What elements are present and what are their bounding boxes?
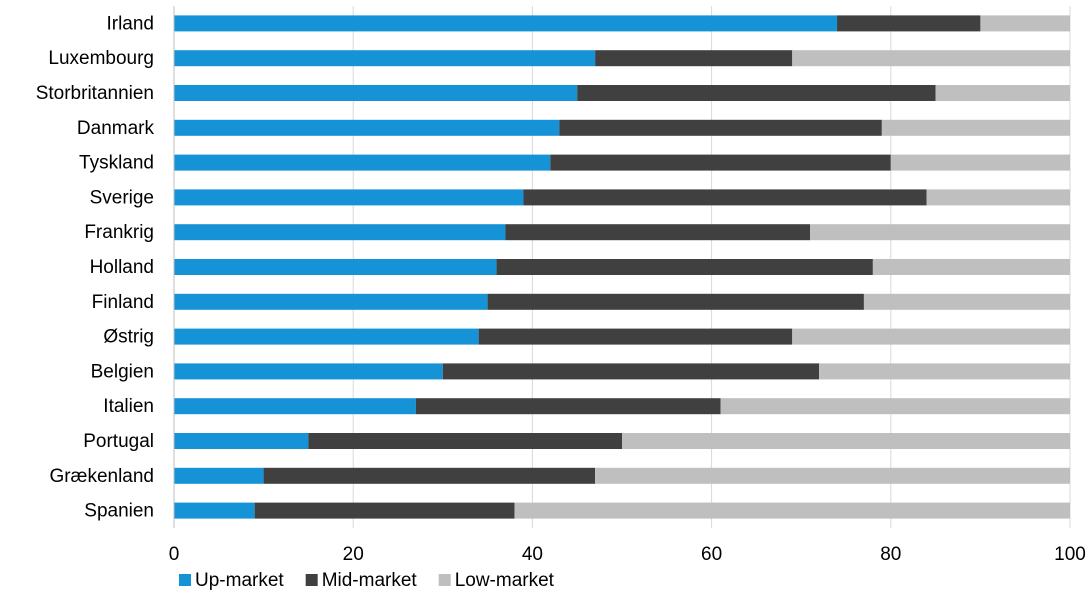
legend-swatch-Up-market [179, 574, 191, 586]
bar-Tyskland-Mid-market [550, 154, 891, 171]
bars [174, 15, 1070, 519]
bar-Luxembourg-Up-market [174, 50, 596, 67]
x-tick-label: 40 [522, 544, 543, 565]
legend: Up-market Mid-market Low-market [179, 570, 555, 591]
legend-label: Low-market [455, 570, 555, 591]
x-tick-label: 60 [701, 544, 722, 565]
category-label: Frankrig [84, 222, 154, 243]
legend-label: Up-market [195, 570, 284, 591]
bar-Belgien-Up-market [174, 363, 443, 380]
bar-Sverige-Up-market [174, 189, 524, 206]
bar-Belgien-Low-market [819, 363, 1070, 380]
bar-Østrig-Low-market [792, 328, 1070, 345]
legend-swatch-Mid-market [305, 574, 318, 586]
bar-Tyskland-Low-market [890, 154, 1070, 171]
bar-Italien-Up-market [174, 398, 416, 415]
category-label: Storbritannien [36, 83, 154, 104]
bar-Luxembourg-Mid-market [595, 50, 793, 67]
bar-Frankrig-Mid-market [505, 224, 811, 241]
bar-Holland-Low-market [872, 259, 1070, 275]
bar-Italien-Mid-market [415, 398, 721, 415]
bar-Grækenland-Low-market [595, 467, 1070, 484]
bar-Portugal-Up-market [174, 433, 309, 449]
bar-Storbritannien-Mid-market [577, 85, 936, 101]
category-label: Belgien [91, 361, 154, 382]
bar-Grækenland-Mid-market [263, 467, 596, 484]
bar-Irland-Mid-market [837, 15, 981, 32]
category-label: Irland [106, 13, 154, 34]
bar-Irland-Low-market [980, 15, 1070, 32]
category-label: Tyskland [79, 153, 154, 174]
category-label: Portugal [83, 431, 154, 452]
x-tick-label: 20 [343, 544, 364, 565]
category-label: Danmark [77, 118, 155, 139]
category-label: Holland [90, 257, 154, 278]
x-tick-label: 100 [1054, 544, 1086, 565]
bar-Spanien-Up-market [174, 502, 255, 519]
category-label: Sverige [90, 187, 154, 208]
bar-Holland-Up-market [174, 259, 497, 275]
bar-Italien-Low-market [720, 398, 1070, 415]
category-label: Finland [92, 292, 154, 313]
bar-Belgien-Mid-market [442, 363, 820, 380]
bar-Østrig-Up-market [174, 328, 479, 345]
bar-Luxembourg-Low-market [792, 50, 1070, 67]
legend-label: Mid-market [322, 570, 418, 591]
bar-Storbritannien-Low-market [935, 85, 1070, 101]
bar-Finland-Mid-market [487, 293, 864, 310]
x-tick-label: 80 [880, 544, 901, 565]
bar-Spanien-Mid-market [254, 502, 515, 519]
bar-Frankrig-Up-market [174, 224, 506, 241]
bar-Portugal-Mid-market [308, 433, 622, 449]
bar-Sverige-Low-market [926, 189, 1070, 206]
bar-Østrig-Mid-market [478, 328, 793, 345]
bar-Tyskland-Up-market [174, 154, 551, 171]
x-tick-label: 0 [169, 544, 180, 565]
category-label: Grækenland [49, 466, 154, 487]
bar-Portugal-Low-market [622, 433, 1070, 449]
bar-Spanien-Low-market [514, 502, 1070, 519]
bar-Irland-Up-market [174, 15, 838, 32]
category-label: Spanien [84, 501, 154, 522]
bar-Grækenland-Up-market [174, 467, 264, 484]
bar-Storbritannien-Up-market [174, 85, 578, 101]
category-label: Østrig [103, 327, 154, 348]
bar-Holland-Mid-market [496, 259, 873, 275]
bar-Danmark-Low-market [881, 119, 1070, 136]
bar-Frankrig-Low-market [810, 224, 1070, 241]
category-labels: Irland Luxembourg Storbritannien Danmark Tys… [36, 13, 155, 521]
category-label: Italien [103, 396, 154, 417]
bar-Finland-Up-market [174, 293, 488, 310]
bar-Finland-Low-market [863, 293, 1070, 310]
category-label: Luxembourg [48, 48, 154, 69]
legend-swatch-Low-market [438, 574, 451, 586]
x-tick-labels: 0 20 40 60 80 100 [169, 544, 1086, 565]
bar-Sverige-Mid-market [523, 189, 927, 206]
bar-Danmark-Up-market [174, 119, 560, 136]
bar-Danmark-Mid-market [559, 119, 882, 136]
